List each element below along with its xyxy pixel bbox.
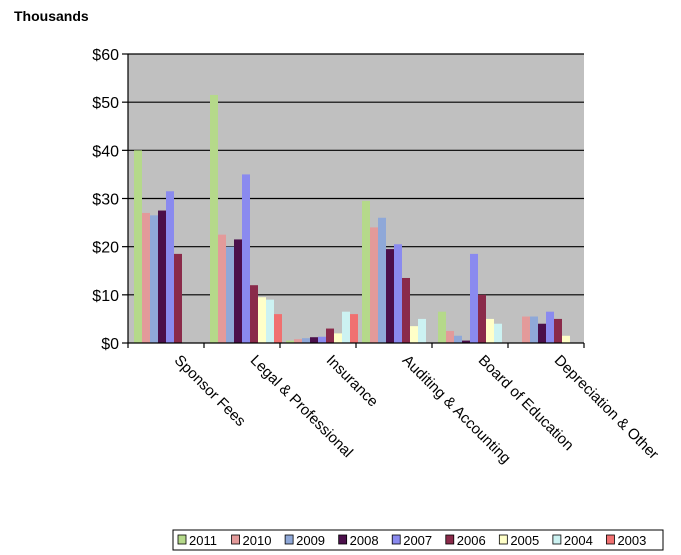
y-tick-label: $0 bbox=[101, 336, 119, 353]
legend-label: 2008 bbox=[350, 533, 379, 548]
bar bbox=[470, 253, 478, 343]
legend-box bbox=[172, 529, 664, 551]
legend-label: 2010 bbox=[243, 533, 272, 548]
legend-swatch bbox=[552, 534, 562, 545]
legend-swatch bbox=[445, 534, 455, 545]
legend-label: 2009 bbox=[296, 533, 325, 548]
bar bbox=[274, 314, 282, 343]
bar bbox=[158, 210, 166, 343]
bar bbox=[446, 330, 454, 343]
bar bbox=[378, 217, 386, 343]
gridlines bbox=[128, 53, 584, 296]
bar bbox=[142, 212, 150, 343]
bar bbox=[402, 277, 410, 343]
bar bbox=[494, 323, 502, 343]
bar bbox=[342, 311, 350, 343]
bar bbox=[326, 328, 334, 343]
bars bbox=[134, 94, 570, 343]
bar bbox=[394, 244, 402, 343]
legend-label: 2004 bbox=[564, 533, 593, 548]
bar bbox=[438, 311, 446, 343]
bar bbox=[530, 316, 538, 343]
bar bbox=[562, 335, 570, 343]
bar bbox=[334, 333, 342, 343]
x-category-label: Insurance bbox=[323, 352, 382, 411]
legend-swatch bbox=[338, 534, 348, 545]
bar bbox=[294, 339, 302, 343]
bar bbox=[286, 340, 294, 343]
bar bbox=[522, 316, 530, 343]
bar bbox=[166, 191, 174, 343]
bar bbox=[410, 326, 418, 343]
legend-label: 2005 bbox=[510, 533, 539, 548]
bar bbox=[386, 249, 394, 343]
bar bbox=[318, 336, 326, 343]
bar bbox=[266, 299, 274, 343]
legend-label: 2003 bbox=[617, 533, 646, 548]
y-tick-label: $20 bbox=[92, 240, 119, 257]
legend: 2011 2010 2009 2008 2007 2006 2005 2004 2003 bbox=[172, 529, 664, 551]
bar bbox=[242, 174, 250, 343]
bar bbox=[538, 323, 546, 343]
legend-label: 2007 bbox=[403, 533, 432, 548]
legend-swatch bbox=[606, 534, 615, 545]
y-tick-label: $40 bbox=[92, 143, 119, 160]
legend-label: 2006 bbox=[457, 533, 486, 548]
bar bbox=[462, 340, 470, 343]
bar bbox=[478, 294, 486, 343]
y-tick-labels: $0 $10 $20 $30 $40 $50 $60 bbox=[92, 47, 119, 353]
bar bbox=[150, 215, 158, 343]
bar bbox=[554, 318, 562, 343]
bar bbox=[302, 338, 310, 343]
legend-swatch bbox=[391, 534, 401, 545]
bar bbox=[546, 311, 554, 343]
legend-label: 2011 bbox=[189, 533, 217, 548]
legend-swatch bbox=[177, 534, 187, 545]
x-category-label: Sponsor Fees bbox=[171, 352, 249, 430]
legend-swatch bbox=[498, 534, 508, 545]
legend-swatch bbox=[284, 534, 294, 545]
bar bbox=[250, 285, 258, 343]
bar bbox=[218, 234, 226, 343]
legend-swatch bbox=[231, 534, 240, 545]
y-tick-label: $50 bbox=[92, 95, 119, 112]
units-label: Thousands bbox=[14, 8, 89, 24]
bar bbox=[418, 318, 426, 343]
bar bbox=[226, 246, 234, 343]
bar bbox=[234, 239, 242, 343]
bar bbox=[174, 253, 182, 343]
bar bbox=[134, 150, 142, 343]
bar bbox=[350, 314, 358, 343]
bar bbox=[454, 335, 462, 343]
bar bbox=[486, 318, 494, 343]
y-tick-label: $60 bbox=[92, 47, 119, 64]
bar bbox=[362, 200, 370, 343]
bar bbox=[258, 297, 266, 343]
bar bbox=[310, 337, 318, 343]
y-tick-label: $10 bbox=[92, 288, 119, 305]
y-tick-label: $30 bbox=[92, 192, 119, 209]
axes bbox=[122, 53, 585, 348]
bar bbox=[370, 227, 378, 343]
bar bbox=[210, 94, 218, 343]
